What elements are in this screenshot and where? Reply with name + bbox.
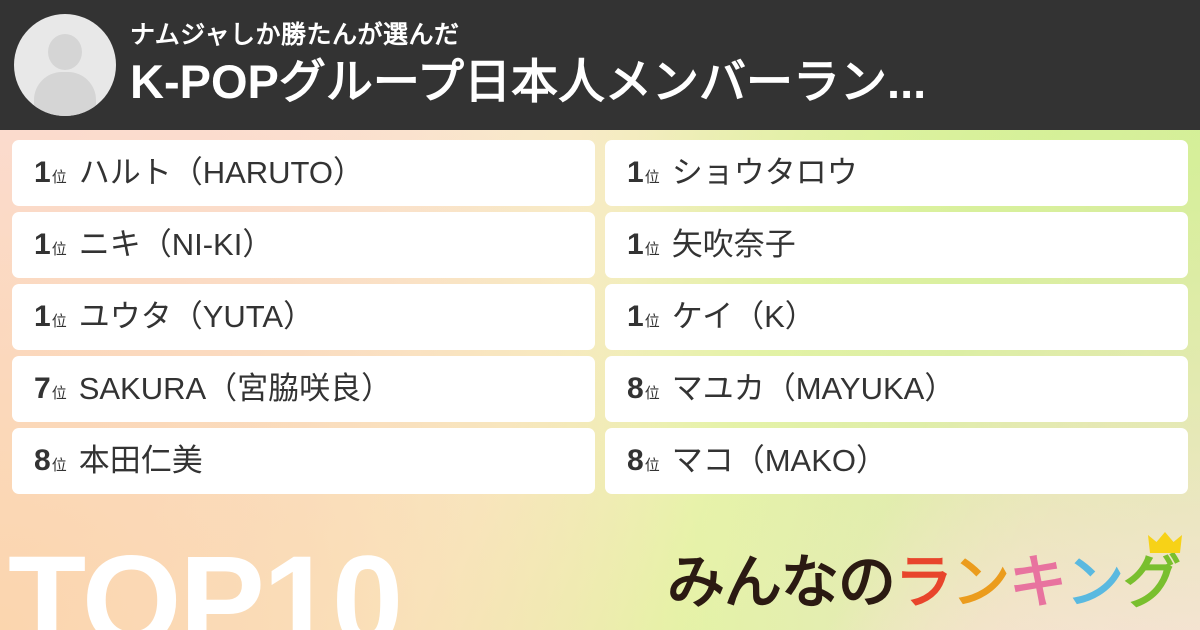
rank-number: 1 (627, 300, 644, 333)
ranking-card[interactable]: 1 位ショウタロウ (605, 140, 1188, 206)
ranking-item-name: 本田仁美 (78, 443, 203, 479)
avatar-body-shape (34, 72, 96, 116)
rank-unit: 位 (644, 313, 660, 330)
rank-unit: 位 (644, 241, 660, 258)
logo-char-1: ン (951, 550, 1010, 615)
ranking-item-name: 矢吹奈子 (671, 227, 796, 263)
rank-number: 7 (34, 372, 51, 405)
ranking-item-name: ショウタロウ (671, 155, 858, 191)
rank-number: 1 (34, 300, 51, 333)
rank-unit: 位 (644, 385, 660, 402)
rank-number: 8 (627, 372, 644, 405)
rank-unit: 位 (644, 457, 660, 474)
ranking-card[interactable]: 8 位マユカ（MAYUKA） (605, 356, 1188, 422)
logo-text-dark: みんなの (666, 550, 896, 615)
header-bar: ナムジャしか勝たんが選んだ K-POPグループ日本人メンバーラン... (0, 0, 1200, 130)
ranking-item-name: マユカ（MAYUKA） (671, 371, 956, 407)
ranking-item-name: マコ（MAKO） (671, 443, 887, 479)
minna-no-ranking-logo[interactable]: みんなの ランキング (666, 532, 1182, 615)
logo-char-2: キ (1008, 550, 1067, 615)
ranking-card[interactable]: 8 位本田仁美 (12, 428, 595, 494)
logo-text-colored: ランキング (894, 532, 1182, 615)
rank-number: 8 (627, 444, 644, 477)
ranking-item-name: SAKURA（宮脇咲良） (78, 371, 393, 407)
rank-unit: 位 (51, 241, 67, 258)
ranking-card[interactable]: 1 位ユウタ（YUTA） (12, 284, 595, 350)
rank-number: 1 (627, 228, 644, 261)
ranking-item-name: ニキ（NI-KI） (78, 227, 274, 263)
ranking-item-name: ケイ（K） (671, 299, 816, 335)
logo-char-0: ラ (894, 550, 953, 615)
rank-unit: 位 (51, 385, 67, 402)
header-text-block: ナムジャしか勝たんが選んだ K-POPグループ日本人メンバーラン... (130, 19, 1200, 111)
user-avatar-icon (14, 14, 116, 116)
ranking-card[interactable]: 1 位ハルト（HARUTO） (12, 140, 595, 206)
rank-number: 1 (34, 228, 51, 261)
rank-unit: 位 (51, 457, 67, 474)
rank-number: 8 (34, 444, 51, 477)
top10-watermark: TOP10 (8, 530, 403, 630)
ranking-card[interactable]: 7 位 SAKURA（宮脇咲良） (12, 356, 595, 422)
ranking-item-name: ハルト（HARUTO） (78, 155, 365, 191)
ranking-card[interactable]: 1 位矢吹奈子 (605, 212, 1188, 278)
crown-icon (1148, 532, 1182, 553)
ranking-grid: 1 位ハルト（HARUTO） 1 位ショウタロウ 1 位ニキ（NI-KI） 1 位矢吹奈子 1 位… (12, 140, 1188, 494)
rank-number: 1 (627, 156, 644, 189)
avatar-head-shape (48, 34, 82, 70)
ranking-item-name: ユウタ（YUTA） (78, 299, 315, 335)
rank-unit: 位 (51, 169, 67, 186)
ranking-board: TOP10 1 位ハルト（HARUTO） 1 位ショウタロウ 1 位ニキ（NI-KI） 1 位… (0, 130, 1200, 630)
logo-char-3: ン (1065, 550, 1124, 615)
ranking-card[interactable]: 1 位ニキ（NI-KI） (12, 212, 595, 278)
rank-unit: 位 (644, 169, 660, 186)
ranking-card[interactable]: 1 位ケイ（K） (605, 284, 1188, 350)
ranking-card[interactable]: 8 位マコ（MAKO） (605, 428, 1188, 494)
header-subtitle: ナムジャしか勝たんが選んだ (130, 21, 460, 49)
page-title: K-POPグループ日本人メンバーラン... (130, 55, 927, 108)
logo-char-4: グ (1123, 532, 1182, 612)
rank-number: 1 (34, 156, 51, 189)
rank-unit: 位 (51, 313, 67, 330)
